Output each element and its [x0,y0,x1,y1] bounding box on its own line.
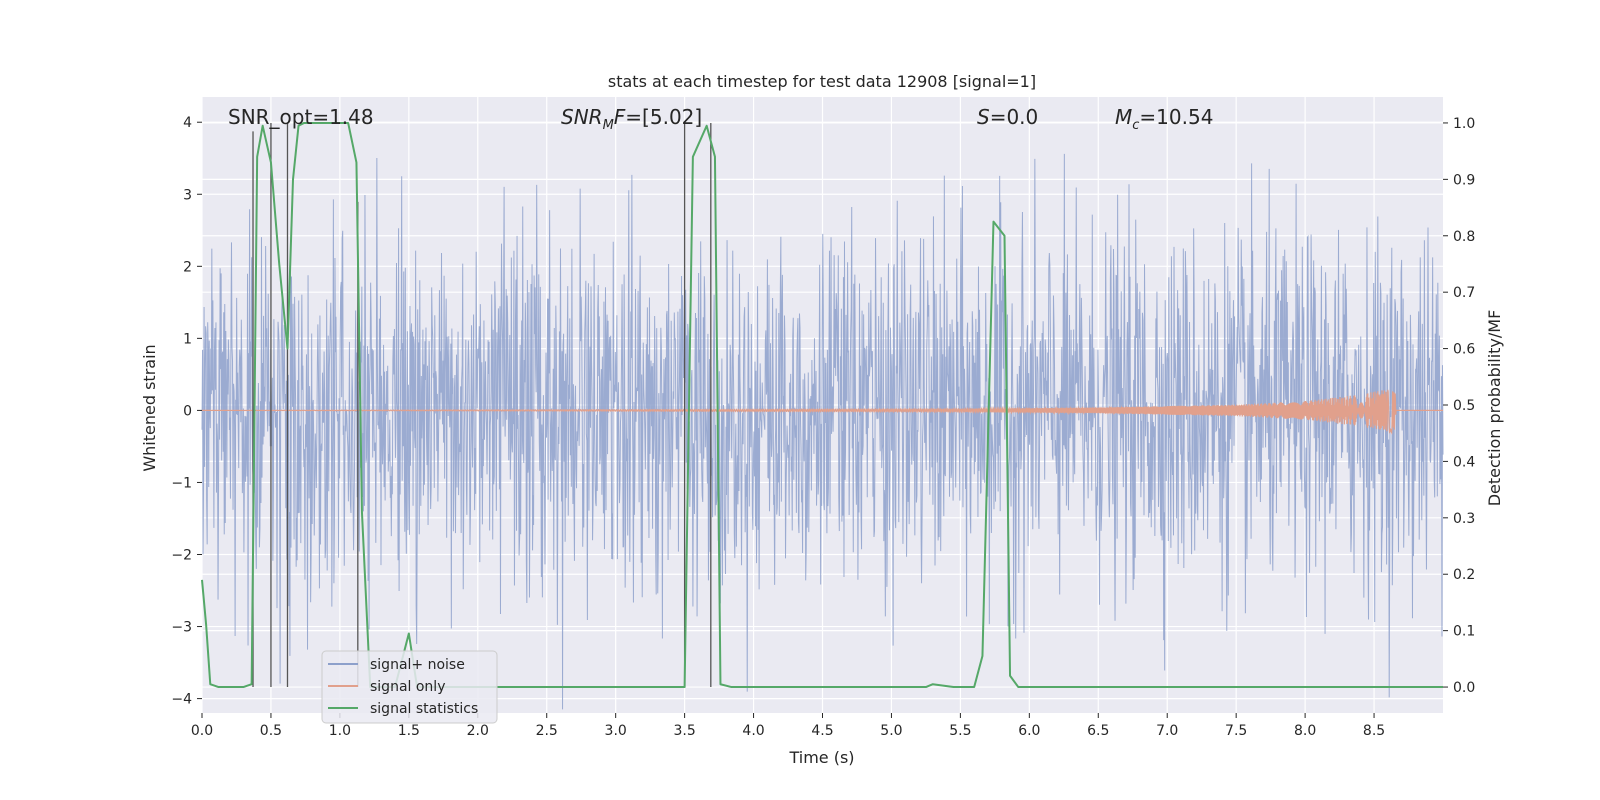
signal-line [202,389,1443,435]
x-tick-label-2: 1.0 [329,723,351,739]
legend-box [321,650,498,724]
legend: signal+ noise signal only signal statist… [321,650,498,724]
y-left-tick-label-1: −3 [171,620,192,636]
y-right-tick-label-1: 0.1 [1453,624,1475,640]
x-axis-ticks: 0.0 0.5 1.0 1.5 2.0 2.5 3.0 3.5 4.0 4.5 5.0 5.5 6.0 6… [191,713,1385,739]
y-right-tick-label-2: 0.2 [1453,567,1475,583]
y-right-axis-label: Detection probability/MF [1485,310,1504,507]
x-tick-label-5: 2.5 [536,723,558,739]
y-left-tick-label-3: −1 [171,475,192,491]
x-tick-label-10: 5.0 [880,723,902,739]
annotation-snr-mf: SNRMF=[5.02] [561,105,702,133]
annotation-s: S=0.0 [977,105,1038,129]
y-right-tick-label-5: 0.5 [1453,398,1475,414]
series-signal-plus-noise [201,153,1444,710]
y-left-tick-label-4: 0 [183,403,192,419]
x-tick-label-16: 8.0 [1294,723,1316,739]
y-left-tick-label-5: 1 [183,331,192,347]
x-tick-label-11: 5.5 [949,723,971,739]
y-right-axis-ticks: 0.0 0.1 0.2 0.3 0.4 0.5 0.6 0.7 0.8 0.9 1.0 [1443,116,1475,696]
x-tick-label-17: 8.5 [1363,723,1385,739]
x-tick-label-1: 0.5 [260,723,282,739]
y-right-tick-label-4: 0.4 [1453,454,1475,470]
annotation-snr-mf-sub: M [603,118,614,133]
chart-title: stats at each timestep for test data 129… [608,72,1036,91]
annotation-s-rest: =0.0 [990,105,1039,129]
x-axis-label: Time (s) [788,748,854,767]
x-tick-label-8: 4.0 [742,723,764,739]
annotation-s-base: S [977,105,990,129]
x-tick-label-6: 3.0 [605,723,627,739]
annotation-snr-mf-f: F [614,105,626,129]
x-tick-label-15: 7.5 [1225,723,1247,739]
x-tick-label-0: 0.0 [191,723,213,739]
noise-line [201,153,1444,710]
annotation-snr-mf-rest: =[5.02] [625,105,702,129]
y-right-tick-label-0: 0.0 [1453,680,1475,696]
y-left-tick-label-0: −4 [171,692,192,708]
x-tick-label-12: 6.0 [1018,723,1040,739]
y-right-tick-label-10: 1.0 [1453,116,1475,132]
x-tick-label-7: 3.5 [673,723,695,739]
legend-label-signal-only: signal only [370,679,445,695]
y-right-tick-label-8: 0.8 [1453,229,1475,245]
annotation-mc-rest: =10.54 [1139,105,1213,129]
annotation-mc-base: M [1115,105,1132,129]
vertical-markers [252,122,712,688]
y-left-axis-label: Whitened strain [140,344,159,471]
series-signal-only [202,389,1443,435]
legend-label-signal-plus-noise: signal+ noise [370,657,465,673]
y-right-tick-label-3: 0.3 [1453,511,1475,527]
x-tick-label-4: 2.0 [467,723,489,739]
y-right-tick-label-9: 0.9 [1453,172,1475,188]
y-right-tick-label-6: 0.6 [1453,342,1475,358]
x-tick-label-9: 4.5 [811,723,833,739]
x-tick-label-14: 7.0 [1156,723,1178,739]
y-left-tick-label-6: 2 [183,259,192,275]
annotation-mc-sub: c [1132,118,1139,133]
legend-label-signal-statistics: signal statistics [370,701,478,717]
annotation-mc: Mc=10.54 [1115,105,1213,133]
y-left-axis-ticks: −4 −3 −2 −1 0 1 2 3 4 [171,115,202,708]
annotation-snr-opt: SNR_opt=1.48 [228,105,374,129]
y-left-tick-label-7: 3 [183,187,192,203]
y-left-tick-label-8: 4 [183,115,192,131]
y-right-tick-label-7: 0.7 [1453,285,1475,301]
x-tick-label-3: 1.5 [398,723,420,739]
x-tick-label-13: 6.5 [1087,723,1109,739]
annotation-snr-mf-base: SNR [561,105,603,129]
y-left-tick-label-2: −2 [171,547,192,563]
